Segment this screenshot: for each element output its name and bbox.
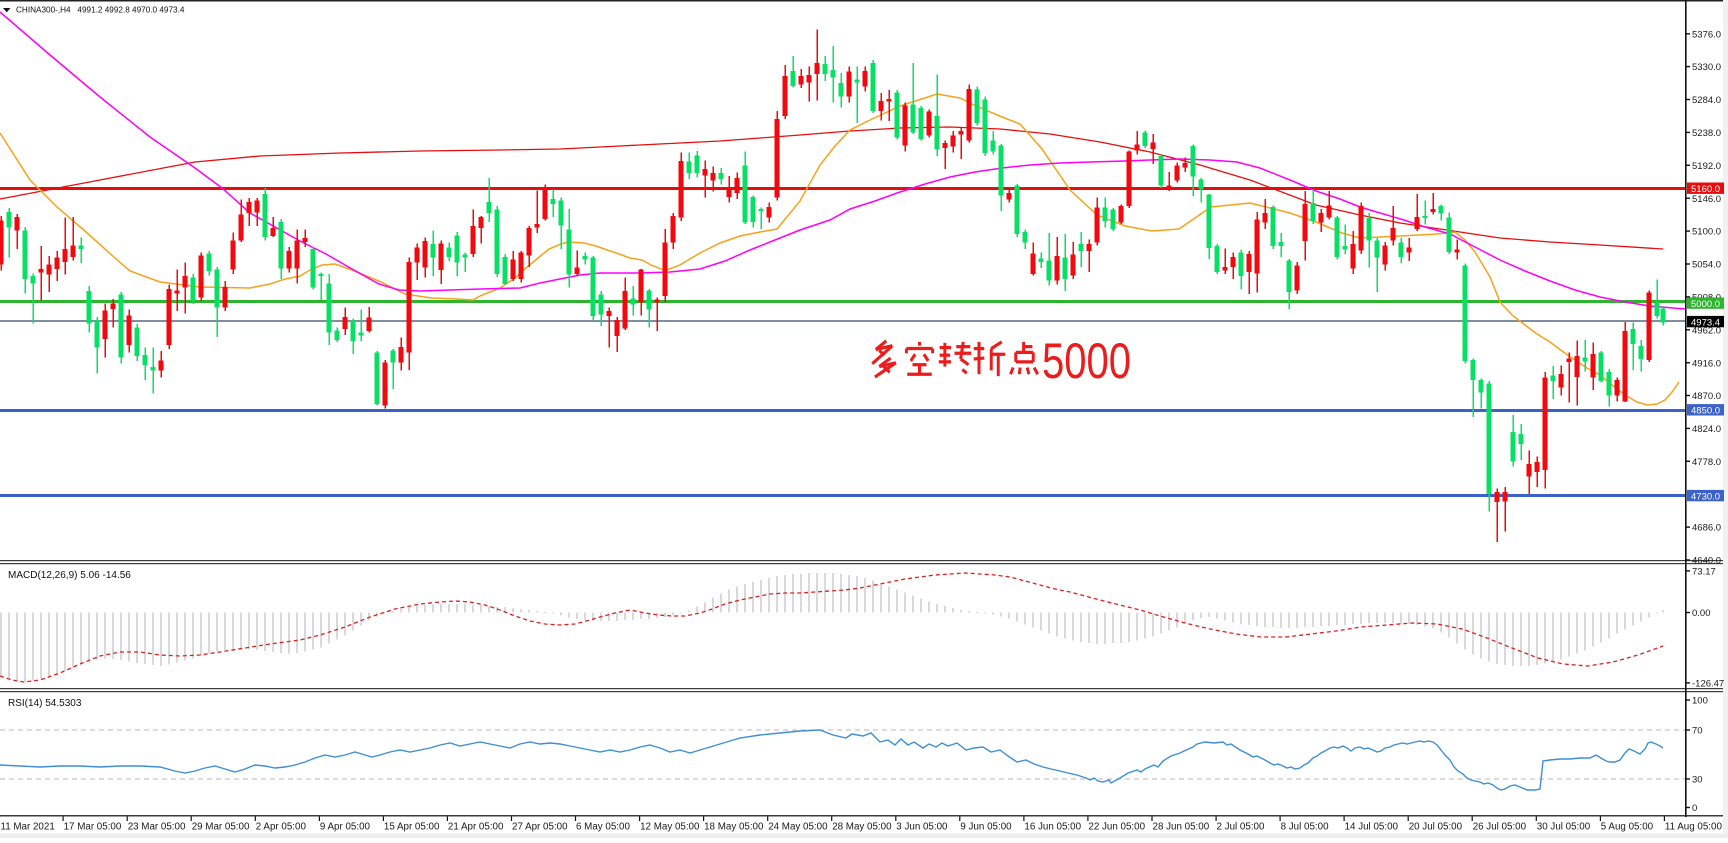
svg-text:23 Mar 05:00: 23 Mar 05:00 xyxy=(128,822,186,833)
svg-text:14 Jul 05:00: 14 Jul 05:00 xyxy=(1345,822,1399,833)
svg-text:5054.0: 5054.0 xyxy=(1692,260,1721,271)
svg-text:9 Apr 05:00: 9 Apr 05:00 xyxy=(320,822,371,833)
svg-text:5000.0: 5000.0 xyxy=(1691,299,1720,310)
svg-text:26 Jul 05:00: 26 Jul 05:00 xyxy=(1473,822,1527,833)
svg-text:17 Mar 05:00: 17 Mar 05:00 xyxy=(64,822,122,833)
svg-text:30: 30 xyxy=(1692,775,1703,786)
svg-text:5330.0: 5330.0 xyxy=(1692,62,1721,73)
svg-text:CHINA300-,H4 4991.2 4992.8 4: CHINA300-,H4 4991.2 4992.8 4970.0 4973.4 xyxy=(16,6,185,15)
svg-text:73.17: 73.17 xyxy=(1692,567,1716,578)
svg-text:4730.0: 4730.0 xyxy=(1691,491,1720,502)
svg-text:100: 100 xyxy=(1692,696,1708,707)
svg-text:4916.0: 4916.0 xyxy=(1692,358,1721,369)
svg-text:11 Mar 2021: 11 Mar 2021 xyxy=(1,822,55,833)
svg-text:5160.0: 5160.0 xyxy=(1691,184,1720,195)
svg-text:30 Jul 05:00: 30 Jul 05:00 xyxy=(1537,822,1591,833)
svg-text:4973.4: 4973.4 xyxy=(1691,317,1720,328)
svg-text:4686.0: 4686.0 xyxy=(1692,523,1721,534)
svg-text:MACD(12,26,9) 5.06 -14.56: MACD(12,26,9) 5.06 -14.56 xyxy=(8,570,131,581)
svg-text:5238.0: 5238.0 xyxy=(1692,128,1721,139)
svg-text:28 Jun 05:00: 28 Jun 05:00 xyxy=(1153,822,1210,833)
svg-text:4962.0: 4962.0 xyxy=(1692,325,1721,336)
svg-text:5146.0: 5146.0 xyxy=(1692,194,1721,205)
svg-text:70: 70 xyxy=(1692,726,1703,737)
svg-text:12 May 05:00: 12 May 05:00 xyxy=(640,822,700,833)
svg-text:18 May 05:00: 18 May 05:00 xyxy=(704,822,764,833)
svg-text:4824.0: 4824.0 xyxy=(1692,424,1721,435)
svg-text:5192.0: 5192.0 xyxy=(1692,161,1721,172)
svg-text:28 May 05:00: 28 May 05:00 xyxy=(832,822,892,833)
svg-text:5284.0: 5284.0 xyxy=(1692,95,1721,106)
svg-text:0.00: 0.00 xyxy=(1692,608,1711,619)
svg-text:8 Jul 05:00: 8 Jul 05:00 xyxy=(1281,822,1329,833)
svg-text:5376.0: 5376.0 xyxy=(1692,29,1721,40)
svg-text:RSI(14) 54.5303: RSI(14) 54.5303 xyxy=(8,698,82,709)
svg-text:-126.47: -126.47 xyxy=(1692,679,1724,690)
svg-text:4850.0: 4850.0 xyxy=(1691,406,1720,417)
svg-text:6 May 05:00: 6 May 05:00 xyxy=(576,822,630,833)
svg-text:16 Jun 05:00: 16 Jun 05:00 xyxy=(1024,822,1081,833)
svg-text:29 Mar 05:00: 29 Mar 05:00 xyxy=(192,822,250,833)
svg-text:4870.0: 4870.0 xyxy=(1692,391,1721,402)
svg-text:9 Jun 05:00: 9 Jun 05:00 xyxy=(960,822,1012,833)
svg-text:0: 0 xyxy=(1692,803,1697,814)
svg-text:4778.0: 4778.0 xyxy=(1692,457,1721,468)
svg-text:5100.0: 5100.0 xyxy=(1692,227,1721,238)
svg-text:2 Apr 05:00: 2 Apr 05:00 xyxy=(256,822,307,833)
svg-text:2 Jul 05:00: 2 Jul 05:00 xyxy=(1217,822,1265,833)
svg-text:27 Apr 05:00: 27 Apr 05:00 xyxy=(512,822,568,833)
svg-text:5 Aug 05:00: 5 Aug 05:00 xyxy=(1601,822,1654,833)
svg-text:5000: 5000 xyxy=(1042,333,1131,389)
svg-text:21 Apr 05:00: 21 Apr 05:00 xyxy=(448,822,504,833)
svg-text:15 Apr 05:00: 15 Apr 05:00 xyxy=(384,822,440,833)
svg-text:20 Jul 05:00: 20 Jul 05:00 xyxy=(1409,822,1463,833)
svg-text:4640.0: 4640.0 xyxy=(1692,556,1721,567)
svg-text:11 Aug 05:00: 11 Aug 05:00 xyxy=(1665,822,1723,833)
svg-text:22 Jun 05:00: 22 Jun 05:00 xyxy=(1088,822,1145,833)
svg-text:3 Jun 05:00: 3 Jun 05:00 xyxy=(896,822,948,833)
svg-text:24 May 05:00: 24 May 05:00 xyxy=(768,822,828,833)
